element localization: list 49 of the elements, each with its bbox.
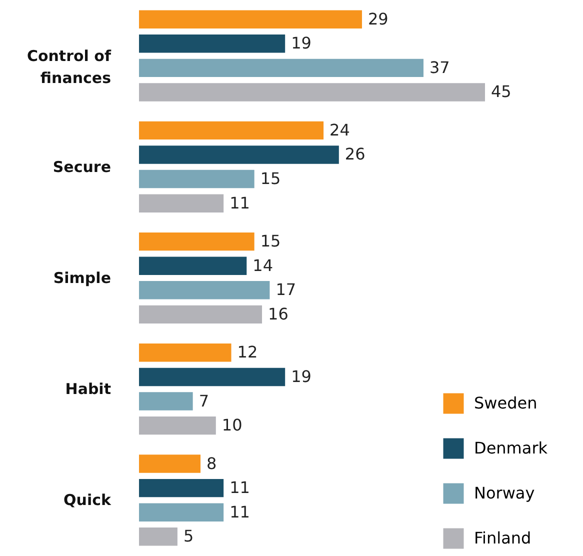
bar [139,34,286,53]
data-label: 7 [198,391,210,410]
bar [139,194,224,212]
bar [139,305,262,324]
data-label: 11 [230,478,250,498]
data-label: 29 [368,9,388,28]
bar [139,454,201,473]
bar [139,392,193,410]
data-label: 11 [230,502,250,522]
y-tick-label: Simple [53,269,111,287]
data-label: 10 [222,416,242,435]
data-label: 15 [260,232,281,251]
data-label: 45 [491,82,512,102]
data-label: 19 [291,34,312,53]
bar [139,170,254,188]
data-label: 12 [237,342,258,362]
y-tick-label: Habit [65,380,111,398]
bar [139,121,324,140]
data-label: 16 [268,304,288,324]
data-label: 8 [206,454,217,473]
bar [139,256,247,275]
data-label: 11 [230,193,250,212]
data-label: 14 [252,256,274,275]
legend-label: Norway [474,484,535,502]
bar [139,83,485,102]
bar [139,503,224,522]
data-label: 15 [260,169,281,188]
bar [139,146,339,164]
y-tick-label: Control of finances [26,46,112,87]
data-label: 26 [344,144,366,164]
data-label: 5 [183,526,194,546]
data-label: 17 [276,280,296,300]
bar [139,416,216,435]
bar [139,478,224,498]
legend-label: Denmark [474,438,548,458]
legend-label: Sweden [474,394,538,412]
bar [139,528,178,546]
data-label: 24 [330,120,350,140]
bar [139,10,362,28]
data-label: 19 [291,366,312,386]
legend-label: Finland [474,528,532,548]
bar [139,58,424,78]
bar [139,368,286,386]
bar [139,232,254,251]
y-tick-label: Secure [52,158,111,176]
y-tick-label: Quick [64,491,112,510]
bar [139,281,270,300]
data-label: 37 [429,58,450,77]
bar [139,344,232,362]
